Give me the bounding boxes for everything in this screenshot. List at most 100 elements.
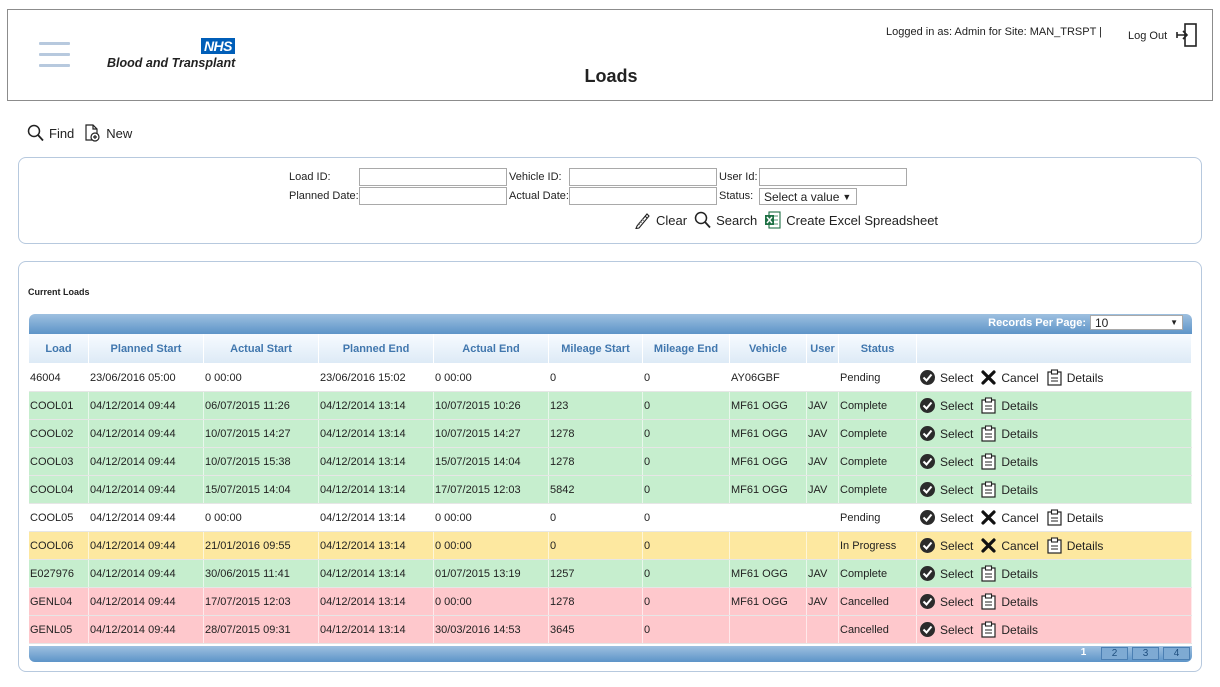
select-button[interactable]: Select: [919, 453, 973, 470]
table-row[interactable]: COOL03 04/12/2014 09:44 10/07/2015 15:38 04…: [29, 448, 1192, 476]
cancel-button[interactable]: Cancel: [980, 509, 1039, 526]
clipboard-icon: [980, 397, 997, 414]
details-button[interactable]: Details: [980, 481, 1038, 498]
select-button[interactable]: Select: [919, 509, 973, 526]
cell-mileage-start: 1257: [549, 560, 643, 587]
column-header-load[interactable]: Load: [29, 334, 89, 363]
cell-planned-start: 23/06/2016 05:00: [89, 364, 204, 391]
records-per-page-select[interactable]: 10 ▼: [1090, 315, 1183, 330]
cell-planned-start: 04/12/2014 09:44: [89, 476, 204, 503]
details-button[interactable]: Details: [980, 397, 1038, 414]
table-row[interactable]: COOL06 04/12/2014 09:44 21/01/2016 09:55 04…: [29, 532, 1192, 560]
column-header-user[interactable]: User: [807, 334, 839, 363]
column-header-actual-start[interactable]: Actual Start: [204, 334, 319, 363]
page-link[interactable]: 4: [1163, 647, 1190, 660]
cancel-button[interactable]: Cancel: [980, 537, 1039, 554]
results-panel: Current Loads Records Per Page: 10 ▼ Loa…: [18, 261, 1202, 672]
vehicle-id-label: Vehicle ID:: [509, 171, 562, 183]
column-header-actions: [917, 334, 1192, 363]
vehicle-id-input[interactable]: [569, 168, 717, 186]
column-header-planned-end[interactable]: Planned End: [319, 334, 434, 363]
select-label: Select: [940, 370, 974, 385]
column-header-status[interactable]: Status: [839, 334, 917, 363]
search-label: Search: [716, 212, 758, 228]
dropdown-arrow-icon: ▼: [1170, 318, 1178, 327]
cancel-label: Cancel: [1001, 510, 1039, 525]
search-actions: Clear Search Create Excel Spreadsheet: [634, 211, 945, 229]
new-button[interactable]: New: [84, 124, 132, 142]
exit-door-icon: [1176, 23, 1197, 47]
logout-button[interactable]: Log Out: [1128, 22, 1199, 48]
table-row[interactable]: COOL02 04/12/2014 09:44 10/07/2015 14:27 04…: [29, 420, 1192, 448]
column-header-mileage-end[interactable]: Mileage End: [643, 334, 730, 363]
cell-user: JAV: [807, 448, 839, 475]
select-label: Select: [940, 510, 974, 525]
hamburger-menu-icon[interactable]: [39, 42, 70, 68]
cell-mileage-end: 0: [643, 588, 730, 615]
table-row[interactable]: COOL04 04/12/2014 09:44 15/07/2015 14:04 04…: [29, 476, 1192, 504]
search-button[interactable]: Search: [694, 211, 757, 229]
table-row[interactable]: E027976 04/12/2014 09:44 30/06/2015 11:41 0…: [29, 560, 1192, 588]
cell-load: COOL02: [29, 420, 89, 447]
select-button[interactable]: Select: [919, 593, 973, 610]
select-button[interactable]: Select: [919, 369, 973, 386]
page-link[interactable]: 1: [1080, 647, 1087, 658]
details-button[interactable]: Details: [980, 453, 1038, 470]
select-button[interactable]: Select: [919, 537, 973, 554]
cell-load: GENL04: [29, 588, 89, 615]
status-select[interactable]: Select a value ▼: [759, 188, 857, 205]
column-header-mileage-start[interactable]: Mileage Start: [549, 334, 643, 363]
select-button[interactable]: Select: [919, 397, 973, 414]
clear-button[interactable]: Clear: [634, 211, 687, 229]
table-row[interactable]: COOL05 04/12/2014 09:44 0 00:00 04/12/2014 …: [29, 504, 1192, 532]
details-button[interactable]: Details: [980, 425, 1038, 442]
cell-vehicle: [730, 504, 807, 531]
user-id-input[interactable]: [759, 168, 907, 186]
page-link[interactable]: 3: [1132, 647, 1159, 660]
cell-actions: Select Cancel Details: [917, 364, 1192, 391]
column-header-vehicle[interactable]: Vehicle: [730, 334, 807, 363]
select-button[interactable]: Select: [919, 621, 973, 638]
status-label: Status:: [719, 190, 754, 202]
details-button[interactable]: Details: [980, 593, 1038, 610]
details-button[interactable]: Details: [1046, 509, 1103, 526]
table-row[interactable]: GENL05 04/12/2014 09:44 28/07/2015 09:31 04…: [29, 616, 1192, 644]
pencil-icon: [635, 213, 650, 229]
page-link[interactable]: 2: [1101, 647, 1128, 660]
table-row[interactable]: COOL01 04/12/2014 09:44 06/07/2015 11:26 04…: [29, 392, 1192, 420]
cell-mileage-start: 1278: [549, 588, 643, 615]
actual-date-input[interactable]: [569, 187, 717, 205]
table-row[interactable]: 46004 23/06/2016 05:00 0 00:00 23/06/2016 1…: [29, 364, 1192, 392]
details-button[interactable]: Details: [1046, 369, 1103, 386]
cell-user: [807, 616, 839, 643]
cell-planned-end: 04/12/2014 13:14: [319, 560, 434, 587]
cell-load: 46004: [29, 364, 89, 391]
planned-date-label: Planned Date:: [289, 190, 359, 202]
cell-planned-end: 04/12/2014 13:14: [319, 448, 434, 475]
cell-planned-start: 04/12/2014 09:44: [89, 588, 204, 615]
cell-status: Pending: [839, 504, 917, 531]
select-button[interactable]: Select: [919, 481, 973, 498]
select-label: Select: [940, 622, 974, 637]
login-info: Logged in as: Admin for Site: MAN_TRSPT …: [886, 26, 1103, 38]
load-id-input[interactable]: [359, 168, 507, 186]
column-header-planned-start[interactable]: Planned Start: [89, 334, 204, 363]
cell-user: [807, 504, 839, 531]
cell-actual-start: 28/07/2015 09:31: [204, 616, 319, 643]
find-button[interactable]: Find: [27, 124, 74, 142]
column-header-actual-end[interactable]: Actual End: [434, 334, 549, 363]
grid-body: 46004 23/06/2016 05:00 0 00:00 23/06/2016 1…: [29, 364, 1192, 644]
cancel-button[interactable]: Cancel: [980, 369, 1039, 386]
table-row[interactable]: GENL04 04/12/2014 09:44 17/07/2015 12:03 04…: [29, 588, 1192, 616]
details-button[interactable]: Details: [980, 565, 1038, 582]
details-button[interactable]: Details: [980, 621, 1038, 638]
details-button[interactable]: Details: [1046, 537, 1103, 554]
select-button[interactable]: Select: [919, 565, 973, 582]
cell-planned-start: 04/12/2014 09:44: [89, 392, 204, 419]
select-button[interactable]: Select: [919, 425, 973, 442]
magnifier-icon: [694, 211, 711, 229]
checkmark-circle-icon: [919, 397, 936, 414]
new-document-icon: [85, 124, 100, 142]
planned-date-input[interactable]: [359, 187, 507, 205]
create-excel-button[interactable]: Create Excel Spreadsheet: [764, 211, 938, 229]
